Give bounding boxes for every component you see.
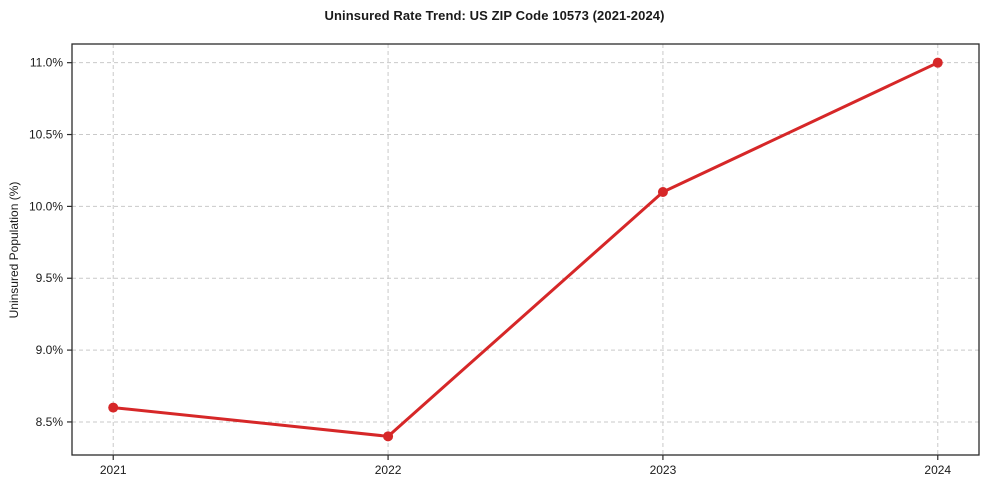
- x-tick-label: 2023: [650, 463, 677, 477]
- data-point-2024: [932, 57, 943, 68]
- chart-title: Uninsured Rate Trend: US ZIP Code 10573 …: [324, 8, 665, 23]
- data-point-2023: [657, 187, 668, 198]
- x-tick-label: 2021: [100, 463, 127, 477]
- plot-border: [71, 43, 980, 456]
- data-point-2022: [383, 431, 394, 442]
- y-tick-label: 9.5%: [36, 271, 64, 285]
- y-tick-label: 9.0%: [36, 343, 64, 357]
- y-tick-label: 10.0%: [29, 199, 63, 213]
- data-point-2021: [108, 402, 119, 413]
- y-tick-label: 8.5%: [36, 415, 64, 429]
- x-tick-label: 2024: [924, 463, 951, 477]
- y-tick-label: 10.5%: [29, 128, 63, 142]
- x-tick-label: 2022: [375, 463, 402, 477]
- y-tick-label: 11.0%: [30, 56, 63, 70]
- trend-line: [111, 61, 940, 438]
